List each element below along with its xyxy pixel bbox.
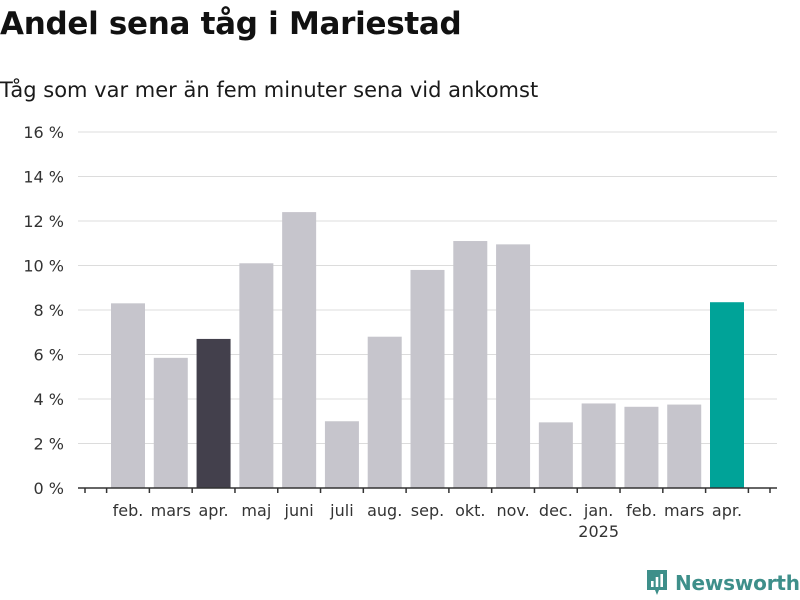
x-tick-label: dec. xyxy=(539,501,573,520)
y-tick-label: 2 % xyxy=(34,435,64,454)
bar xyxy=(710,302,744,488)
y-tick-label: 16 % xyxy=(23,123,64,142)
bar xyxy=(153,357,188,488)
y-tick-label: 10 % xyxy=(23,257,64,276)
bar xyxy=(496,244,531,488)
newsworthy-logo: Newsworthy xyxy=(645,568,800,598)
x-tick-label: maj xyxy=(241,501,271,520)
x-tick-label: aug. xyxy=(367,501,402,520)
bar xyxy=(111,303,145,488)
x-tick-label: mars xyxy=(664,501,704,520)
y-axis-ticks: 0 % 2 % 4 % 6 % 8 % 10 % 12 % 14 % 16 % xyxy=(23,123,64,498)
x-tick-label: juni xyxy=(284,501,314,520)
x-tick-label: juli xyxy=(329,501,353,520)
x-tick-label: feb. xyxy=(113,501,144,520)
x-axis: feb. mars apr. maj juni juli aug. sep. okt. nov. d… xyxy=(78,487,777,541)
bar xyxy=(410,269,445,488)
bar xyxy=(667,404,702,488)
x-tick-label: jan. xyxy=(583,501,613,520)
y-tick-label: 6 % xyxy=(34,346,64,365)
bar xyxy=(581,403,616,488)
y-tick-label: 12 % xyxy=(23,212,64,231)
bar xyxy=(282,212,317,488)
x-tick-label: nov. xyxy=(496,501,529,520)
x-year-label: 2025 xyxy=(578,522,619,541)
y-tick-label: 8 % xyxy=(34,301,64,320)
bar xyxy=(453,241,488,488)
x-tick-label: apr. xyxy=(712,501,742,520)
bar xyxy=(538,422,573,488)
y-tick-label: 0 % xyxy=(34,479,64,498)
chart-title: Andel sena tåg i Mariestad xyxy=(0,6,462,42)
x-tick-label: mars xyxy=(151,501,191,520)
bar xyxy=(196,338,231,488)
y-tick-label: 4 % xyxy=(34,390,64,409)
y-tick-label: 14 % xyxy=(23,168,64,187)
chart-subtitle: Tåg som var mer än fem minuter sena vid … xyxy=(0,78,539,102)
logo-text: Newsworthy xyxy=(675,571,800,595)
x-tick-label: feb. xyxy=(626,501,657,520)
x-tick-label: okt. xyxy=(455,501,485,520)
bar xyxy=(367,336,402,488)
bar xyxy=(239,263,274,488)
bar xyxy=(324,421,359,488)
bar xyxy=(624,406,659,488)
x-tick-label: apr. xyxy=(198,501,228,520)
bars xyxy=(111,212,744,488)
x-tick-label: sep. xyxy=(411,501,444,520)
newsworthy-chart-icon xyxy=(647,570,667,595)
